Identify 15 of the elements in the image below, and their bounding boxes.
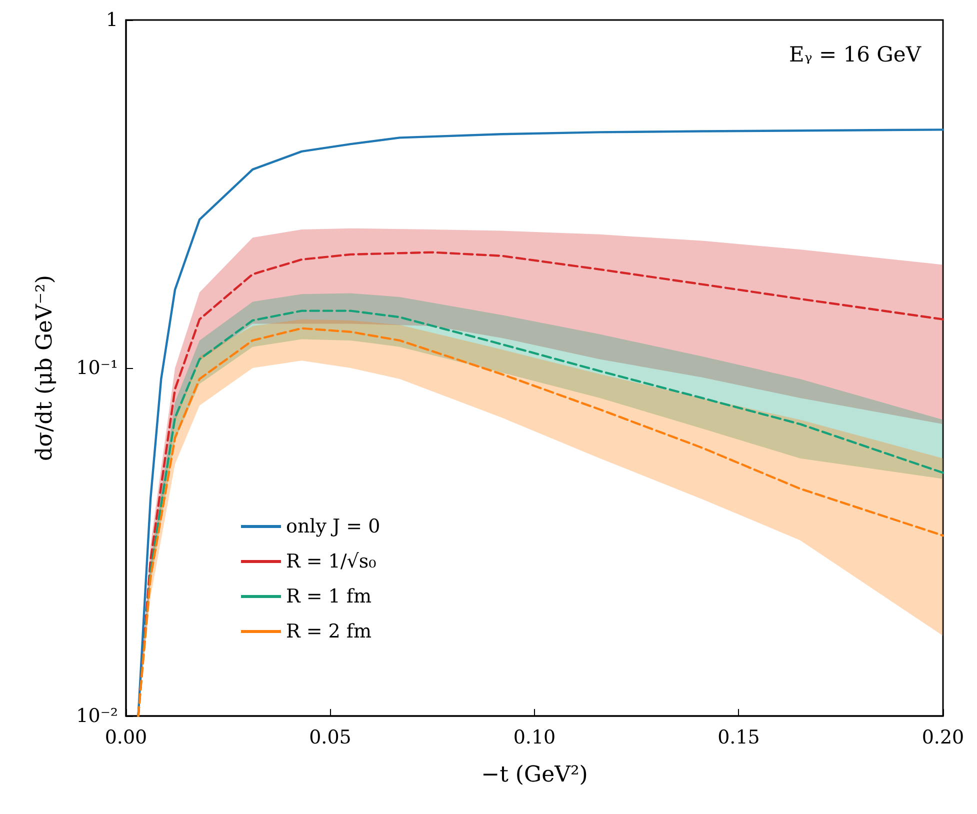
annotation: Eᵧ = 16 GeV xyxy=(789,42,922,66)
x-tick-label: 0.15 xyxy=(718,726,760,748)
x-tick-label: 0.20 xyxy=(922,726,964,748)
x-tick-label: 0.00 xyxy=(104,726,148,748)
y-axis-title: dσ/dt (μb GeV⁻²) xyxy=(32,275,58,461)
legend-label: only J = 0 xyxy=(286,516,380,538)
legend-label: R = 2 fm xyxy=(286,620,372,642)
x-tick-label: 0.05 xyxy=(309,726,352,748)
y-tick-label: 10⁻¹ xyxy=(76,357,118,379)
legend-label: R = 1/√s₀ xyxy=(286,550,377,572)
legend-label: R = 1 fm xyxy=(286,586,372,608)
x-tick-label: 0.10 xyxy=(513,726,556,748)
x-axis-title: −t (GeV²) xyxy=(481,762,588,788)
y-tick-label: 10⁻² xyxy=(76,705,118,727)
y-tick-label: 1 xyxy=(106,9,118,31)
